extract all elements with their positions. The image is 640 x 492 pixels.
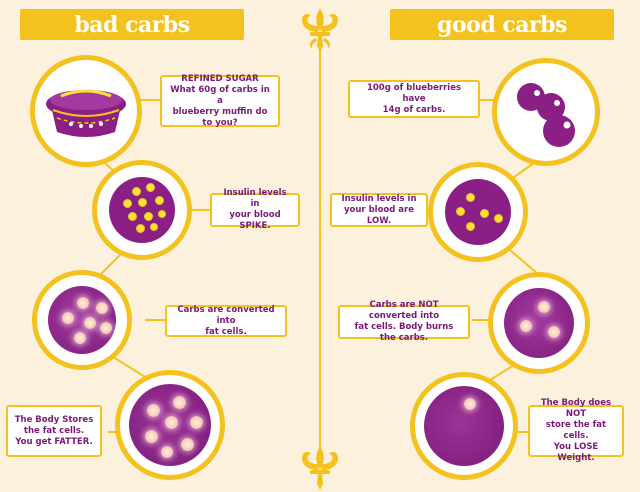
bad-step-4-text: The Body Stores the fat cells. You get F… (6, 405, 102, 457)
blood-cell-low-icon (445, 179, 511, 245)
good-step-1-text: 100g of blueberries have 14g of carbs. (348, 80, 480, 118)
good-carbs-header: good carbs (390, 9, 614, 40)
good-step-2-text: Insulin levels in your blood are LOW. (330, 193, 428, 227)
few-fat-cells-icon (504, 288, 574, 358)
fleur-de-lis-top-icon (302, 8, 338, 52)
no-fat-stored-circle (410, 372, 518, 480)
fat-stored-circle (115, 370, 225, 480)
muffin-circle (30, 55, 142, 167)
bad-step-2-text: Insulin levels in your blood SPIKE. (210, 188, 300, 231)
good-step-4-text: The Body does NOT store the fat cells. Y… (528, 398, 624, 463)
bad-carbs-header: bad carbs (20, 9, 244, 40)
muffin-icon (46, 89, 126, 137)
blood-low-circle (428, 162, 528, 262)
blood-cell-spike-icon (109, 177, 175, 243)
blood-spike-circle (92, 160, 192, 260)
blueberries-icon (517, 83, 575, 147)
blueberries-circle (492, 58, 600, 166)
fat-conversion-circle (32, 270, 132, 370)
center-divider (319, 46, 321, 458)
good-step-3-text: Carbs are NOT converted into fat cells. … (338, 300, 470, 343)
carbs-burned-circle (488, 272, 590, 374)
fleur-de-lis-bottom-icon (302, 446, 338, 490)
single-fat-cell-icon (424, 386, 504, 466)
bad-step-1-text: REFINED SUGAR What 60g of carbs in a blu… (160, 74, 280, 128)
bad-step-3-text: Carbs are converted into fat cells. (165, 305, 287, 337)
